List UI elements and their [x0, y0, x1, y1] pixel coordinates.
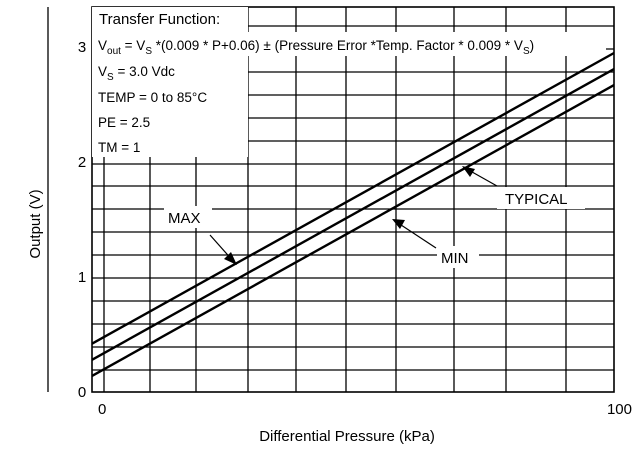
x-tick-label-0: 0: [98, 401, 106, 418]
y-axis-label: Output (V): [27, 189, 44, 258]
transfer-function-box-bg: [92, 7, 248, 157]
typical-label-bg: [497, 187, 585, 209]
y-tick-label-2: 2: [78, 154, 86, 171]
temp-range-line: TEMP = 0 to 85°C: [98, 90, 207, 105]
series-line-typical: [91, 68, 615, 361]
series-line-max: [91, 51, 615, 345]
plot-frame: [91, 6, 615, 393]
y-tick-label-3: 3: [78, 39, 86, 56]
typical-label: TYPICAL: [505, 191, 568, 208]
min-label: MIN: [441, 250, 469, 267]
min-arrow-head: [392, 219, 405, 229]
transfer-function-box: Transfer Function: Vout = VS *(0.009 * P…: [92, 7, 606, 157]
y-tick-label-0: 0: [78, 384, 86, 401]
x-axis-label: Differential Pressure (kPa): [259, 428, 435, 445]
axis-ticks: 0 1 2 3 0 100: [78, 39, 632, 418]
supply-voltage-line: VS = 3.0 Vdc: [98, 64, 175, 83]
pressure-error-line: PE = 2.5: [98, 115, 150, 130]
transfer-function-formula: Vout = VS *(0.009 * P+0.06) ± (Pressure …: [98, 38, 534, 57]
y-tick-label-1: 1: [78, 269, 86, 286]
series-group: [91, 51, 615, 377]
min-label-bg: [437, 246, 479, 268]
max-label: MAX: [168, 210, 201, 227]
max-label-bg: [164, 206, 212, 228]
max-arrow-head: [224, 252, 237, 265]
typical-arrow-head: [462, 166, 475, 177]
temp-factor-line: TM = 1: [98, 140, 140, 155]
curve-labels: TYPICAL MAX MIN: [164, 166, 585, 268]
transfer-function-heading: Transfer Function:: [99, 11, 220, 28]
plot-border: [91, 6, 615, 393]
series-line-min: [91, 84, 615, 377]
formula-line-bg: [92, 32, 606, 56]
x-tick-label-100: 100: [607, 401, 632, 418]
